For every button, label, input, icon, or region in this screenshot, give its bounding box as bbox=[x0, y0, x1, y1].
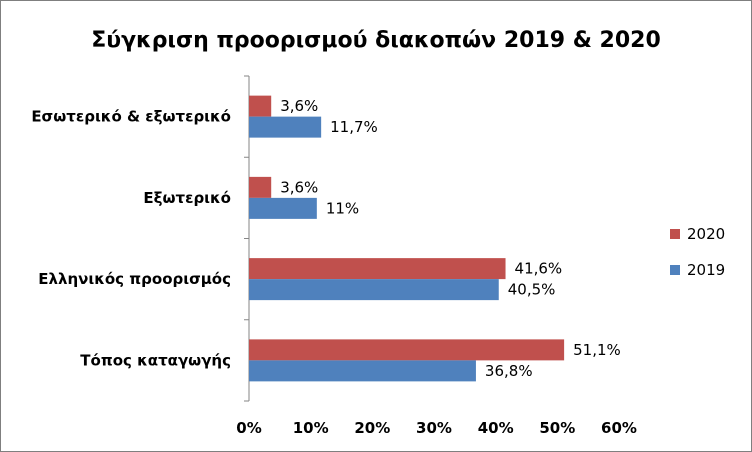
data-label: 41,6% bbox=[515, 260, 563, 278]
data-label: 3,6% bbox=[280, 178, 318, 196]
x-tick-label: 20% bbox=[354, 419, 390, 437]
data-label: 11% bbox=[326, 199, 359, 217]
bar-2020 bbox=[249, 95, 272, 117]
plot-area: 0% 10% 20% 30% 40% 50% 60% Εσωτερικό & εξωτερικ… bbox=[31, 75, 637, 437]
category-label: Τόπος καταγωγής bbox=[80, 351, 231, 369]
legend-swatch-2020 bbox=[670, 229, 680, 239]
legend: 2020 2019 bbox=[670, 225, 725, 279]
bar-2020 bbox=[249, 258, 506, 280]
category-label: Εσωτερικό & εξωτερικό bbox=[31, 108, 231, 126]
x-tick-label: 40% bbox=[478, 419, 514, 437]
x-tick-label: 60% bbox=[601, 419, 637, 437]
legend-swatch-2019 bbox=[670, 265, 680, 275]
x-tick-label: 10% bbox=[293, 419, 329, 437]
data-label: 40,5% bbox=[508, 281, 556, 299]
data-label: 36,8% bbox=[485, 362, 533, 380]
x-tick-label: 0% bbox=[236, 419, 261, 437]
x-tick-label: 50% bbox=[539, 419, 575, 437]
data-label: 3,6% bbox=[280, 97, 318, 115]
category-label: Ελληνικός προορισμός bbox=[38, 270, 231, 288]
bar-2019 bbox=[249, 279, 499, 301]
x-tick-label: 30% bbox=[416, 419, 452, 437]
data-label: 11,7% bbox=[330, 118, 378, 136]
bar-2019 bbox=[249, 116, 322, 138]
bar-2020 bbox=[249, 339, 565, 361]
bar-2020 bbox=[249, 176, 272, 198]
chart-title: Σύγκριση προορισμού διακοπών 2019 & 2020 bbox=[91, 28, 661, 53]
legend-label: 2020 bbox=[687, 225, 725, 243]
data-label: 51,1% bbox=[573, 341, 621, 359]
legend-label: 2019 bbox=[687, 261, 725, 279]
category-label: Εξωτερικό bbox=[143, 189, 231, 207]
bar-2019 bbox=[249, 360, 476, 382]
bar-2019 bbox=[249, 197, 317, 219]
